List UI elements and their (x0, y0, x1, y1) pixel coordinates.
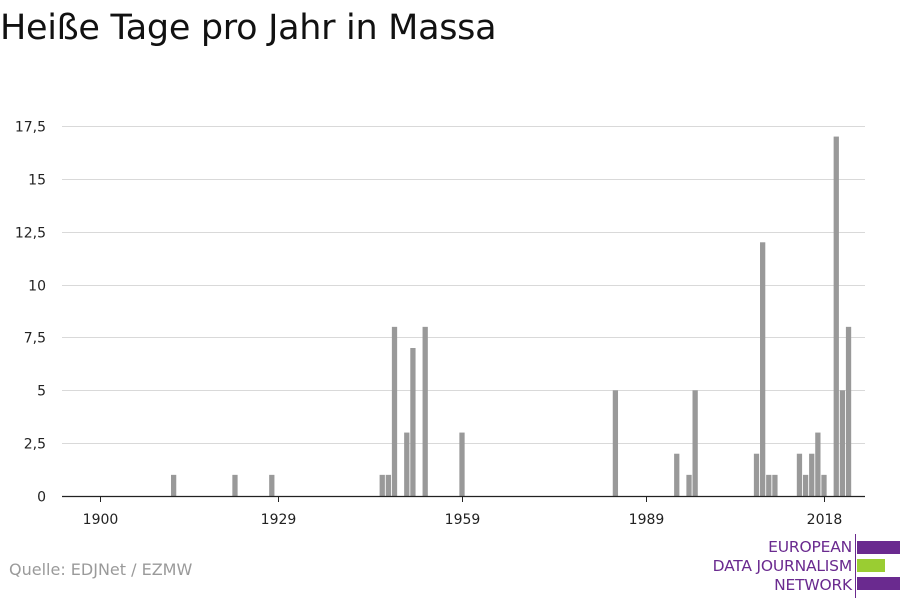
x-tick-label: 1929 (261, 512, 297, 528)
y-tick-label: 7,5 (24, 331, 46, 347)
x-tick-label: 1989 (629, 512, 665, 528)
bar (809, 453, 815, 496)
bar (802, 474, 809, 496)
bar (833, 136, 839, 496)
logo-rule (855, 534, 856, 598)
y-tick-label: 12,5 (15, 226, 46, 242)
y-tick-label: 5 (37, 384, 46, 400)
bar (760, 242, 766, 496)
logo-line-3: NETWORK (774, 576, 852, 594)
y-tick-labels: 0 2,5 5 7,5 10 12,5 15 17,5 (15, 120, 46, 506)
x-tick-label: 2018 (807, 512, 843, 528)
logo-bar-1 (857, 541, 900, 554)
y-tick-label: 10 (28, 279, 46, 295)
bar (766, 474, 772, 496)
axes (62, 495, 865, 502)
logo-line-1: EUROPEAN (768, 538, 852, 556)
logo-bar-2 (857, 559, 885, 572)
bar (232, 474, 238, 496)
bar (753, 453, 760, 496)
bar (772, 474, 778, 496)
y-tick-label: 2,5 (24, 437, 46, 453)
bar (692, 390, 698, 496)
bar (269, 474, 275, 496)
bar (839, 390, 846, 496)
bar (410, 348, 416, 496)
bar (170, 474, 177, 496)
logo-line-2: DATA JOURNALISM (712, 557, 853, 575)
x-tick-label: 1900 (83, 512, 119, 528)
bar (379, 474, 385, 496)
x-tick-labels: 1900 1929 1959 1989 2018 (83, 512, 843, 528)
x-tick-label: 1959 (445, 512, 481, 528)
edjnet-logo: EUROPEAN DATA JOURNALISM NETWORK (700, 534, 900, 598)
source-note: Quelle: EDJNet / EZMW (9, 560, 193, 579)
bar (674, 453, 680, 496)
y-tick-label: 17,5 (15, 120, 46, 136)
bars (170, 136, 852, 496)
gridlines (62, 126, 865, 444)
bar (391, 326, 398, 496)
bar (459, 432, 465, 496)
bar (796, 453, 803, 496)
y-tick-label: 15 (28, 173, 46, 189)
chart-title: Heiße Tage pro Jahr in Massa (0, 8, 497, 48)
bar (845, 326, 852, 496)
bar (821, 474, 827, 496)
logo-bar-3 (857, 577, 900, 590)
bar (385, 474, 392, 496)
bar (815, 432, 821, 496)
y-tick-label: 0 (37, 490, 46, 506)
bar (404, 432, 410, 496)
bar (686, 474, 692, 496)
bar (612, 390, 619, 496)
bar (422, 326, 428, 496)
